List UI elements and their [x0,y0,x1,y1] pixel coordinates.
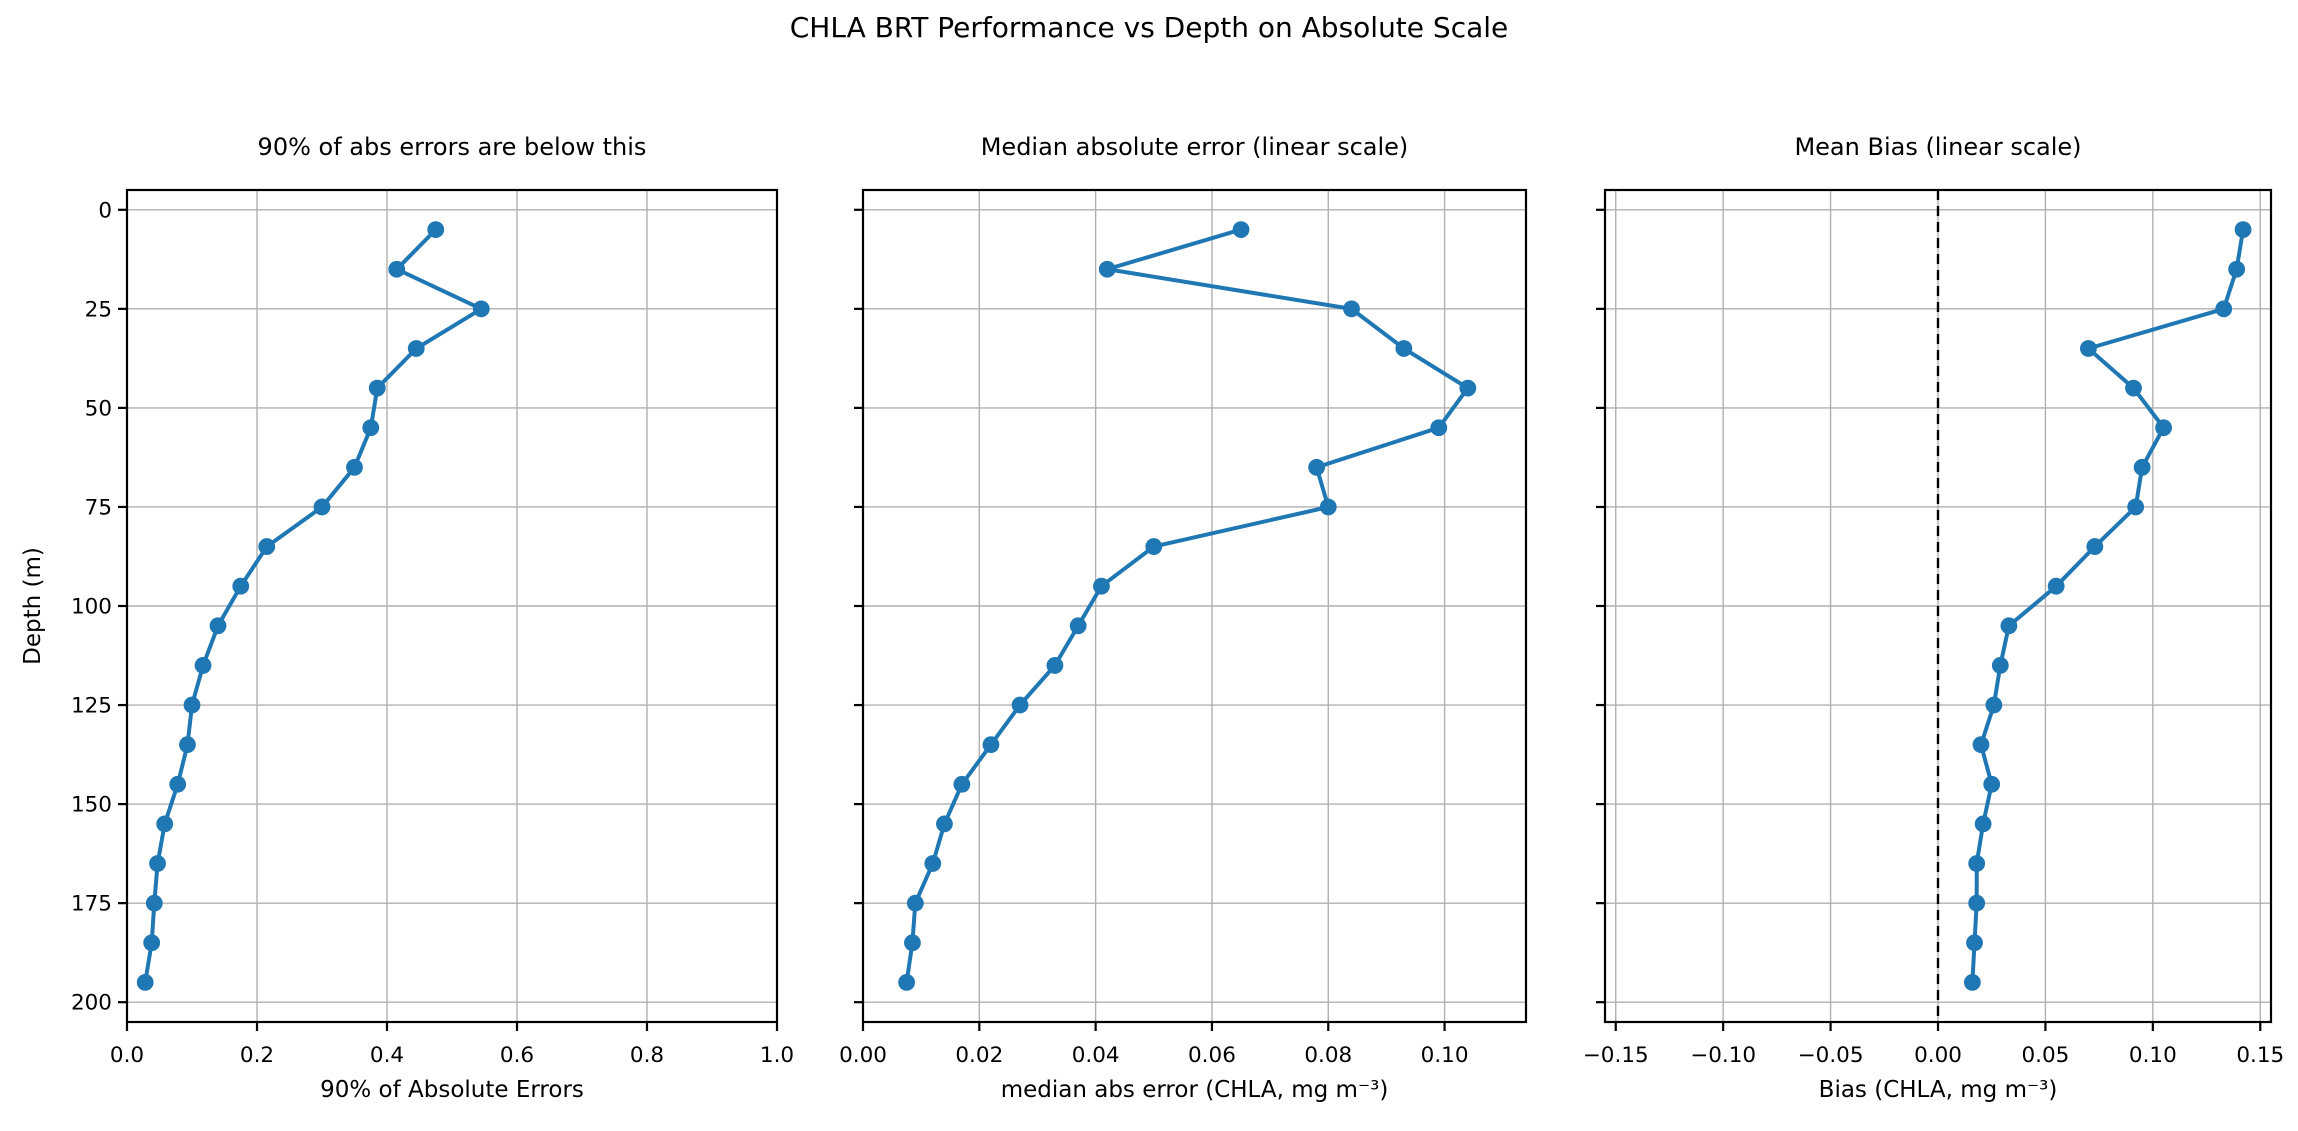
data-point [427,221,445,239]
y-tick-label: 75 [85,495,112,520]
data-point [1319,498,1337,516]
data-point [1968,855,1986,872]
data-point [362,419,380,437]
data-point [2234,221,2252,239]
data-point [143,934,161,952]
data-point [906,894,924,912]
x-tick-label: 0.2 [240,1043,274,1068]
figure-title: CHLA BRT Performance vs Depth on Absolut… [789,11,1509,44]
data-point [1069,617,1087,635]
data-point [346,458,363,476]
data-point [1343,300,1360,318]
x-tick-label: 0.8 [630,1043,664,1068]
data-point [982,736,1000,754]
data-point [368,379,386,397]
y-tick-label: 150 [71,793,112,818]
panel-median-plot: 0.00 0.02 0.04 0.06 0.08 0.10 [839,188,1528,1068]
y-tick-label: 25 [85,297,112,322]
y-tick-label: 125 [71,694,112,719]
x-tick-label: 1.0 [760,1043,794,1068]
data-point [1308,458,1326,476]
x-tick-label: 0.15 [2236,1043,2284,1068]
data-point [1395,340,1413,357]
panel-90pct-xaxis-label: 90% of Absolute Errors [320,1077,584,1103]
data-point [1963,973,1981,991]
panel-median-title: Median absolute error (linear scale) [980,133,1409,161]
data-point [2133,458,2151,476]
data-point [924,855,942,872]
y-axis-label: Depth (m) [20,547,46,665]
data-point [1968,894,1986,912]
x-tick-label: 0.10 [1421,1043,1469,1068]
data-point [1983,775,2001,793]
x-tick-label: 0.00 [1914,1043,1962,1068]
panel-90pct-plot: 0.0 0.2 0.4 0.6 0.8 1.0 0 25 50 75 100 125 150 175 200 [71,188,794,1068]
panel-bias-plot: −0.15 −0.10 −0.05 0.00 0.05 0.10 0.15 [1583,188,2284,1068]
data-point [2047,577,2065,595]
x-tick-label: 0.6 [500,1043,534,1068]
data-point [936,815,953,833]
x-tick-label: 0.05 [2021,1043,2069,1068]
x-tick-label: −0.05 [1798,1043,1864,1068]
x-tick-label: 0.4 [370,1043,404,1068]
x-tick-label: 0.10 [2129,1043,2177,1068]
data-point [388,260,406,278]
data-point [1011,696,1029,714]
data-point [209,617,227,635]
data-point [2000,617,2018,635]
data-point [1430,419,1448,437]
data-point [1046,657,1064,674]
y-tick-label: 175 [71,892,112,917]
panel-median-xaxis-label: median abs error (CHLA, mg m⁻³) [1000,1077,1389,1103]
data-point [136,973,154,991]
data-point [904,934,921,952]
x-tick-label: 0.04 [1072,1043,1120,1068]
data-point [1985,696,2003,714]
data-point [407,340,425,357]
x-tick-label: −0.10 [1690,1043,1756,1068]
y-tick-label: 50 [85,396,112,421]
data-point [2127,498,2145,516]
data-point [472,300,490,318]
x-tick-label: −0.15 [1583,1043,1649,1068]
data-point [1232,221,1250,239]
data-point [2215,300,2233,318]
data-point [1972,736,1990,754]
x-tick-label: 0.06 [1188,1043,1236,1068]
data-point [898,973,916,991]
data-point [1145,538,1163,555]
x-tick-label: 0.02 [955,1043,1003,1068]
panel-bias-title: Mean Bias (linear scale) [1794,133,2082,161]
panel-90pct-title: 90% of abs errors are below this [257,133,647,161]
data-point [2079,340,2097,357]
data-point [2228,260,2246,278]
data-point [1991,657,2009,674]
y-tick-label: 0 [98,198,112,223]
x-tick-label: 0.08 [1304,1043,1352,1068]
data-point [232,577,250,595]
y-tick-label: 100 [71,595,112,620]
data-point [2086,538,2104,555]
data-point [1098,260,1116,278]
data-point [194,657,212,674]
panel-bias-xaxis-label: Bias (CHLA, mg m⁻³) [1818,1077,2058,1103]
data-point [169,775,187,793]
data-point [183,696,201,714]
data-point [1459,379,1477,397]
data-point [953,775,971,793]
data-point [145,894,163,912]
data-point [2125,379,2142,397]
data-point [156,815,174,833]
data-point [1093,577,1110,595]
x-tick-label: 0.00 [839,1043,887,1068]
data-point [258,538,276,555]
data-point [149,855,166,872]
y-tick-label: 200 [71,991,112,1016]
data-point [313,498,331,516]
data-point [179,736,196,754]
data-point [2155,419,2172,437]
data-point [1974,815,1992,833]
x-tick-label: 0.0 [110,1043,144,1068]
data-point [1966,934,1983,952]
